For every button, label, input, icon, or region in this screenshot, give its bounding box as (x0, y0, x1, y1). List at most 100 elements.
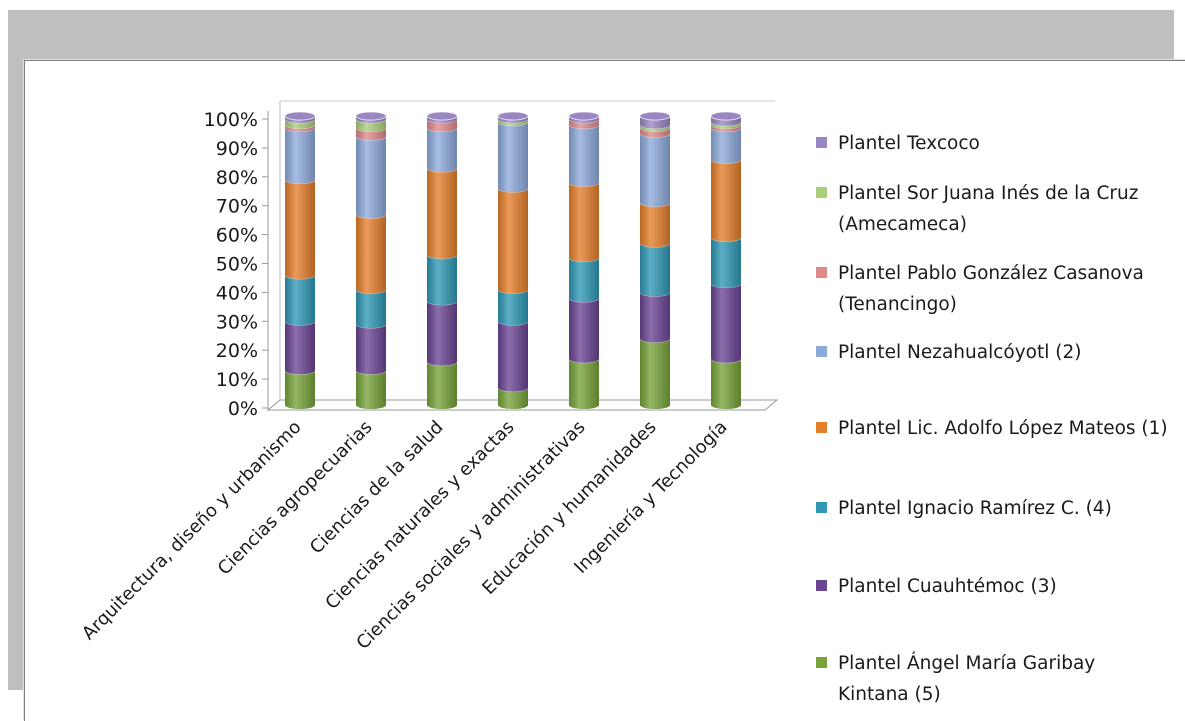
bar-segment-shade (285, 124, 315, 132)
y-tick-label: 60% (216, 225, 258, 247)
bar-segment-shade (569, 182, 599, 262)
bar-segment-shade (356, 127, 386, 141)
bar-segment-shade (356, 370, 386, 409)
bar-segment-shade (569, 124, 599, 187)
bar-stack (426, 111, 458, 409)
bar-segment-shade (498, 121, 528, 193)
legend-swatch (816, 137, 827, 148)
legend-label: Plantel Cuauhtémoc (3) (838, 576, 1057, 597)
bar-segment-shade (640, 243, 670, 297)
bar-segment-shade (640, 133, 670, 207)
legend-label: Plantel Nezahualcóyotl (2) (838, 342, 1082, 363)
bar-segment-shade (356, 289, 386, 329)
bar-segment-shade (711, 124, 741, 132)
bar-segment-shade (498, 188, 528, 294)
bar-segment-shade (498, 116, 528, 123)
bar-segment-shade (498, 387, 528, 409)
y-tick-label: 40% (216, 282, 258, 304)
bar-stack (497, 111, 529, 409)
bar-segment-shade (640, 202, 670, 248)
bar-segment-shade (640, 124, 670, 132)
bar-segment-shade (427, 254, 457, 305)
legend-label: Plantel Ignacio Ramírez C. (4) (838, 498, 1112, 519)
bar-segment-shade (569, 358, 599, 409)
bar-segment-shade (285, 179, 315, 279)
bar-segment-shade (285, 321, 315, 375)
bar-segment-shade (569, 257, 599, 303)
bar-segment-shade (356, 116, 386, 123)
bar-top-cap (710, 111, 742, 121)
bar-segment-shade (427, 168, 457, 259)
bar-top-cap (284, 111, 316, 121)
legend: Plantel Texcoco Plantel Sor Juana Inés d… (816, 0, 1181, 720)
bar-segment-shade (569, 116, 599, 123)
y-tick-label: 100% (204, 109, 258, 131)
y-tick-label: 20% (216, 340, 258, 362)
bar-segment-shade (711, 116, 741, 126)
legend-swatch (816, 580, 827, 591)
legend-label: Plantel Texcoco (838, 133, 980, 154)
bar-segment-shade (427, 361, 457, 409)
bar-top-cap (639, 111, 671, 121)
y-tick-label: 30% (216, 311, 258, 333)
legend-item: Plantel Texcoco (816, 128, 1168, 159)
bar-segment-shade (427, 116, 457, 123)
bar-top-cap (355, 111, 387, 121)
bar-segment-shade (356, 136, 386, 219)
legend-label: Plantel Lic. Adolfo López Mateos (1) (838, 418, 1168, 439)
y-tick-label: 70% (216, 196, 258, 218)
bar-segment-shade (640, 127, 670, 138)
bar-segment-shade (711, 283, 741, 363)
bar-segment-shade (427, 118, 457, 132)
bar-segment-shade (640, 338, 670, 409)
y-tick-labels: 0% 10% 20% 30% 40% 50% 60% 70% 80% 90% 100% (204, 109, 258, 420)
bar-segment-shade (711, 121, 741, 129)
category-label: Ciencias de la salud (306, 417, 448, 559)
legend-swatch (816, 422, 827, 433)
y-tick-label: 80% (216, 167, 258, 189)
bar-segment-shade (498, 289, 528, 326)
bar-segment-shade (356, 324, 386, 375)
y-tick-label: 10% (216, 369, 258, 391)
bar-segment-shade (285, 118, 315, 129)
legend-label: Plantel Pablo González Casanova (Tenanci… (838, 263, 1144, 315)
bar-stack (568, 111, 600, 409)
bar-segment-shade (711, 358, 741, 409)
bar-segment-shade (427, 127, 457, 173)
legend-item: Plantel Nezahualcóyotl (2) (816, 337, 1168, 368)
legend-item: Plantel Pablo González Casanova (Tenanci… (816, 258, 1168, 320)
legend-swatch (816, 187, 827, 198)
legend-item: Plantel Lic. Adolfo López Mateos (1) (816, 413, 1168, 444)
bars (284, 111, 742, 409)
bar-segment-shade (285, 274, 315, 326)
legend-item: Plantel Sor Juana Inés de la Cruz (Ameca… (816, 178, 1168, 240)
bar-stack (639, 111, 671, 409)
bar-stack (284, 111, 316, 409)
bar-segment-shade (569, 118, 599, 129)
legend-swatch (816, 502, 827, 513)
bar-segment-shade (285, 116, 315, 123)
legend-label: Plantel Sor Juana Inés de la Cruz (Ameca… (838, 183, 1139, 235)
bar-segment-shade (640, 116, 670, 129)
y-tick-label: 50% (216, 254, 258, 276)
bar-segment-shade (640, 292, 670, 343)
category-labels: Arquitectura, diseño y urbanismoCiencias… (78, 417, 731, 654)
legend-label: Plantel Ángel María Garibay Kintana (5) (838, 653, 1096, 705)
legend-swatch (816, 657, 827, 668)
bar-segment-shade (427, 300, 457, 366)
bar-segment-shade (498, 118, 528, 126)
bar-top-cap (497, 111, 529, 121)
bar-segment-shade (285, 127, 315, 184)
legend-swatch (816, 267, 827, 278)
bar-stack (710, 111, 742, 409)
bar-top-cap (568, 111, 600, 121)
bar-segment-shade (711, 159, 741, 242)
legend-item: Plantel Ignacio Ramírez C. (4) (816, 493, 1168, 524)
legend-swatch (816, 346, 827, 357)
bar-stack (355, 111, 387, 409)
bar-segment-shade (285, 370, 315, 409)
y-tick-label: 90% (216, 138, 258, 160)
bar-segment-shade (356, 118, 386, 132)
chart-panel (24, 60, 1185, 721)
